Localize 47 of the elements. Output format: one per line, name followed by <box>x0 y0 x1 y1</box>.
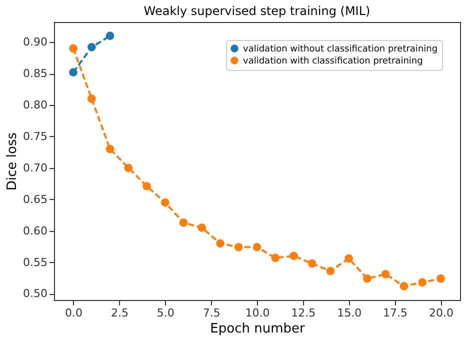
y-tick-label: 0.50 <box>23 287 48 300</box>
x-tick-label: 15.0 <box>337 306 362 320</box>
x-tick-label: 17.5 <box>383 306 408 320</box>
point <box>69 44 78 53</box>
y-axis-title: Dice loss <box>5 132 20 191</box>
point <box>160 198 170 207</box>
point <box>198 223 206 232</box>
point <box>87 94 96 103</box>
point <box>216 239 224 248</box>
point <box>106 32 114 40</box>
y-tick-label: 0.70 <box>23 161 48 174</box>
point <box>179 218 188 227</box>
point <box>106 144 114 154</box>
y-tick-label: 0.75 <box>23 130 48 143</box>
y-tick-label: 0.85 <box>23 67 48 80</box>
x-tick-label: 20.0 <box>428 306 454 320</box>
x-tick-label: 12.5 <box>291 306 316 320</box>
x-tick-label: 2.5 <box>110 306 128 320</box>
y-tick-label: 0.60 <box>23 224 48 238</box>
point <box>418 278 427 287</box>
point <box>326 266 335 276</box>
x-axis-title: Epoch number <box>210 322 306 336</box>
y-tick-label: 0.80 <box>23 98 48 112</box>
point <box>381 270 390 278</box>
point <box>87 42 96 52</box>
x-tick-label: 7.5 <box>202 306 220 320</box>
point <box>363 274 372 283</box>
point <box>344 254 354 263</box>
point <box>308 259 316 268</box>
legend-label: validation with classification pretraining <box>243 56 423 66</box>
y-tick-label: 0.55 <box>23 256 48 269</box>
point <box>142 182 151 190</box>
point <box>69 68 78 76</box>
point <box>436 274 445 283</box>
point <box>252 242 262 252</box>
point <box>124 164 133 172</box>
y-tick-label: 0.65 <box>23 192 48 206</box>
x-tick-label: 0.0 <box>65 306 83 320</box>
point <box>234 242 243 252</box>
chart-title: Weakly supervised step training (MIL) <box>144 4 370 18</box>
x-tick-label: 10.0 <box>245 306 270 320</box>
legend-label: validation without classification pretraining <box>243 44 438 54</box>
y-tick-label: 0.90 <box>23 36 48 49</box>
point <box>400 282 408 290</box>
point <box>290 252 298 260</box>
x-tick-label: 5.0 <box>156 306 174 320</box>
point <box>271 254 280 262</box>
